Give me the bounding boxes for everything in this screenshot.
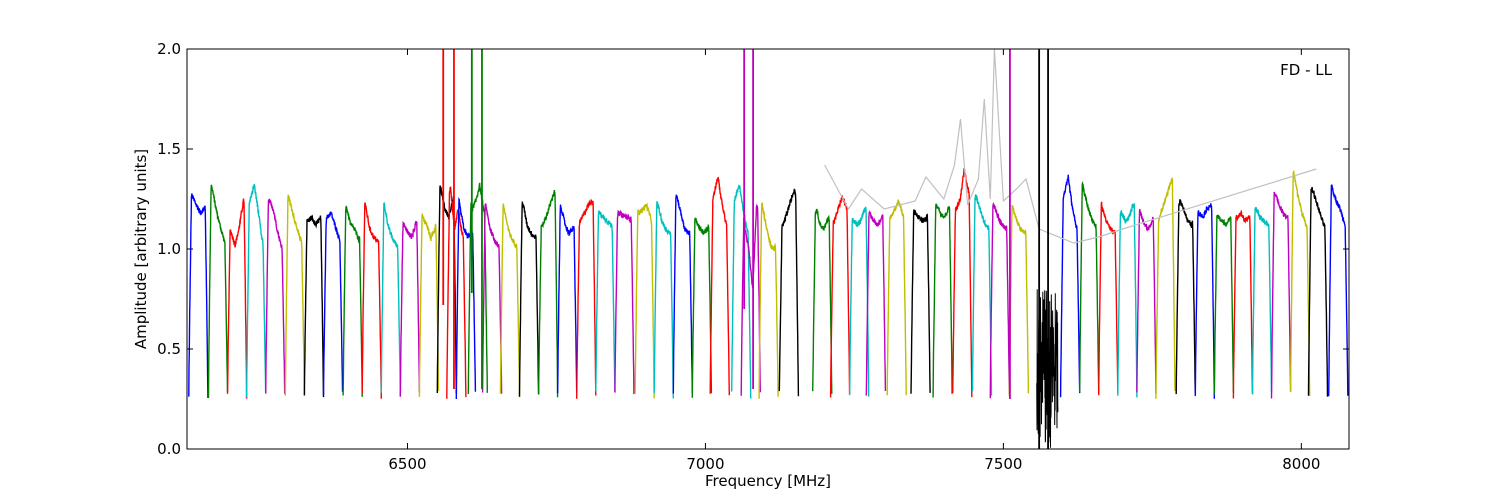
series-line	[576, 199, 597, 399]
series-line	[614, 209, 635, 395]
series-line	[245, 184, 267, 398]
series-line	[1078, 180, 1100, 393]
series-line	[653, 201, 674, 399]
x-tick-label: 7500	[984, 455, 1022, 473]
series-line	[188, 193, 209, 399]
series-line	[226, 198, 248, 399]
series-line	[709, 176, 730, 396]
noise-band-line	[1036, 289, 1059, 448]
series-line	[595, 210, 616, 393]
y-tick-label: 1.0	[157, 240, 181, 258]
series-line	[1251, 206, 1273, 395]
y-axis-title: Amplitude [arbitrary units]	[132, 149, 150, 349]
series-line	[446, 186, 467, 399]
y-tick-label: 0.5	[157, 340, 181, 358]
series-line	[499, 203, 521, 398]
series-line	[481, 203, 503, 394]
x-axis-title: Frequency [MHz]	[705, 472, 831, 490]
series-line	[634, 202, 655, 399]
series-line	[886, 199, 907, 396]
series-line	[418, 213, 440, 397]
plot-area	[188, 49, 1349, 449]
axis-ticks: 6500 7000 7500 8000 0.0 0.5 1.0 1.5 2.0	[157, 40, 1349, 473]
series-line	[1175, 199, 1196, 395]
annotation-label: FD - LL	[1280, 61, 1332, 79]
grey-series-line	[824, 49, 1317, 244]
series-line	[1270, 191, 1292, 399]
series-line	[952, 167, 973, 398]
series-line	[361, 202, 382, 399]
series-line	[865, 210, 887, 396]
series-line	[1008, 204, 1030, 397]
series-line	[1194, 202, 1216, 399]
y-tick-label: 1.5	[157, 140, 181, 158]
x-tick-label: 6500	[388, 455, 426, 473]
series-line	[932, 203, 953, 398]
series-line	[1213, 214, 1235, 395]
series-line	[910, 209, 931, 394]
series-line	[989, 201, 1010, 399]
series-line	[971, 194, 993, 396]
series-line	[829, 195, 851, 398]
series-line	[1155, 177, 1176, 399]
series-line	[265, 198, 286, 394]
x-tick-label: 7000	[686, 455, 724, 473]
series-line	[1307, 186, 1329, 397]
series-line	[778, 188, 800, 397]
series-line	[731, 184, 752, 399]
series-line	[380, 201, 401, 396]
series-line	[1117, 203, 1138, 398]
series-line	[518, 201, 540, 397]
series-line	[1289, 169, 1311, 397]
series-line	[537, 189, 559, 398]
series-line	[284, 194, 306, 397]
series-line	[556, 204, 578, 394]
series-line	[1136, 209, 1157, 394]
series-line	[1232, 209, 1254, 399]
series-line	[1328, 184, 1349, 397]
series-line	[691, 217, 713, 398]
y-tick-label: 0.0	[157, 440, 181, 458]
series-line	[399, 220, 421, 397]
series-line	[758, 202, 779, 399]
series-line	[207, 184, 229, 399]
y-tick-label: 2.0	[157, 40, 181, 58]
series-line	[848, 206, 870, 397]
series-line	[322, 211, 344, 395]
series-line	[1059, 174, 1081, 398]
series-line	[672, 194, 693, 394]
x-tick-label: 8000	[1282, 455, 1320, 473]
series-line	[342, 205, 363, 397]
series-line	[812, 208, 833, 394]
series-line	[303, 214, 325, 398]
